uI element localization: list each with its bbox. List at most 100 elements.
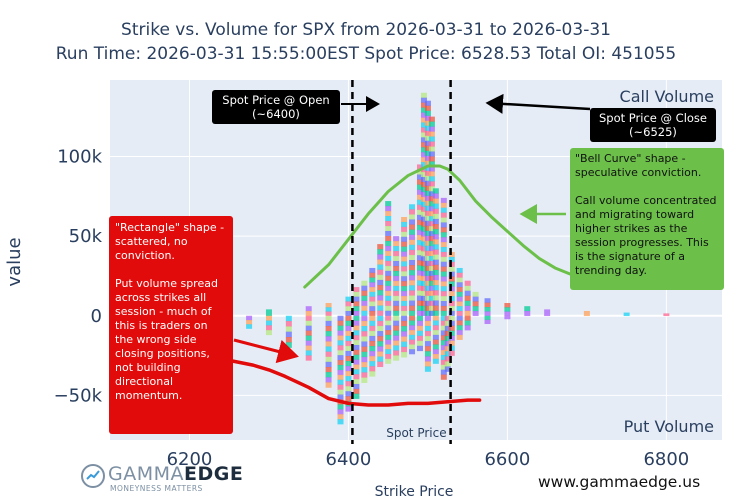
bar-segment	[420, 206, 427, 212]
bar-segment	[305, 345, 312, 351]
bar-segment	[416, 325, 423, 332]
bar-segment	[424, 235, 431, 242]
bar-segment	[361, 310, 368, 317]
call-volume-bar	[623, 312, 630, 317]
bar-segment	[409, 275, 416, 281]
bar-segment	[416, 340, 423, 347]
bar-segment	[361, 285, 368, 292]
bar-segment	[432, 213, 439, 220]
bar-segment	[416, 305, 423, 312]
bar-segment	[416, 295, 423, 301]
bar-segment	[377, 269, 384, 276]
bar-segment	[369, 366, 376, 372]
bar-segment	[444, 351, 451, 357]
bar-segment	[345, 376, 352, 382]
gammaedge-logo: GAMMAEDGE MONEYNESS MATTERS	[80, 463, 243, 493]
bar-segment	[544, 309, 551, 317]
bar-segment	[393, 340, 400, 346]
bar-segment	[416, 194, 423, 201]
bar-segment	[428, 166, 435, 172]
bar-segment	[416, 174, 423, 180]
bar-segment	[424, 245, 431, 252]
bar-segment	[440, 296, 447, 302]
bar-segment	[409, 260, 416, 266]
chart-title: Strike vs. Volume for SPX from 2026-03-3…	[121, 20, 611, 40]
bar-segment	[504, 315, 511, 320]
bar-segment	[369, 277, 376, 283]
bar-segment	[420, 305, 427, 312]
bar-segment	[353, 354, 360, 360]
put-volume-bar	[265, 315, 272, 336]
bar-segment	[369, 361, 376, 367]
bar-segment	[420, 295, 427, 302]
bar-segment	[377, 310, 384, 317]
bar-segment	[420, 97, 427, 103]
bar-segment	[377, 279, 384, 286]
bar-segment	[583, 310, 590, 317]
bar-segment	[440, 212, 447, 218]
bar-segment	[424, 135, 431, 142]
bar-segment	[428, 196, 435, 202]
bar-segment	[440, 202, 447, 208]
bar-segment	[484, 311, 491, 317]
bar-segment	[448, 301, 455, 307]
call-volume-label: Call Volume	[620, 87, 714, 106]
put-volume-bar	[440, 315, 447, 380]
bar-segment	[409, 310, 416, 317]
website-url: www.gammaedge.us	[538, 473, 701, 491]
bar-segment	[369, 291, 376, 297]
bar-segment	[337, 320, 344, 326]
bar-segment	[305, 320, 312, 326]
bar-segment	[369, 296, 376, 302]
bar-segment	[420, 236, 427, 242]
bar-segment	[337, 389, 344, 395]
bar-segment	[345, 340, 352, 347]
bar-segment	[420, 246, 427, 252]
bar-segment	[393, 295, 400, 302]
bar-segment	[432, 320, 439, 326]
put-volume-bar	[325, 315, 332, 388]
bar-segment	[432, 325, 439, 331]
bar-segment	[409, 224, 416, 230]
bar-segment	[377, 341, 384, 347]
bar-segment	[420, 117, 427, 123]
bar-segment	[345, 361, 352, 367]
put-volume-bar	[444, 315, 451, 372]
bar-segment	[393, 320, 400, 326]
bar-segment	[444, 346, 451, 352]
bar-segment	[464, 305, 471, 312]
bar-segment	[337, 360, 344, 366]
bar-segment	[401, 261, 408, 267]
bar-segment	[345, 306, 352, 312]
bar-segment	[305, 306, 312, 312]
bar-segment	[420, 152, 427, 158]
bar-segment	[424, 215, 431, 222]
bar-segment	[424, 295, 431, 302]
bar-segment	[393, 315, 400, 322]
bar-segment	[424, 265, 431, 272]
bar-segment	[265, 330, 272, 336]
bar-segment	[305, 330, 312, 336]
bar-segment	[428, 181, 435, 187]
bar-segment	[401, 276, 408, 282]
bar-segment	[420, 300, 427, 307]
bar-segment	[353, 340, 360, 346]
bar-segment	[337, 325, 344, 331]
bar-segment	[325, 356, 332, 363]
put-volume-bar	[484, 315, 491, 325]
bar-segment	[424, 225, 431, 232]
logo-wordmark: GAMMAEDGE	[108, 463, 243, 485]
bar-segment	[385, 353, 392, 360]
bar-segment	[377, 264, 384, 270]
bar-segment	[325, 341, 332, 347]
put-volume-bar	[337, 315, 344, 425]
bar-segment	[385, 270, 392, 277]
bar-segment	[337, 335, 344, 341]
bar-segment	[428, 295, 435, 302]
bar-segment	[409, 349, 416, 355]
bar-segment	[409, 285, 416, 291]
bar-segment	[377, 356, 384, 362]
bar-segment	[409, 315, 416, 321]
bar-segment	[393, 241, 400, 247]
bar-segment	[265, 320, 272, 326]
